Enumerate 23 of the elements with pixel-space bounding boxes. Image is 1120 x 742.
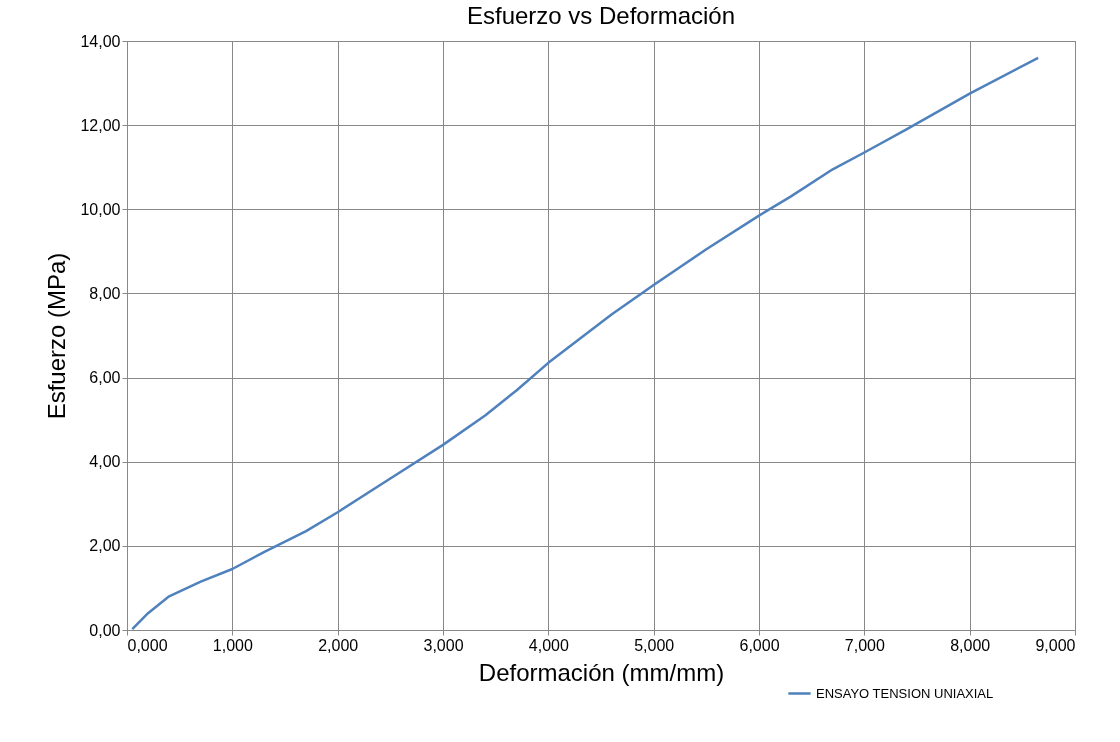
x-tick-label: 4,000 — [528, 636, 569, 654]
x-tick-label: 8,000 — [950, 636, 991, 654]
y-tick-label: 4,00 — [89, 453, 121, 471]
line-series — [131, 56, 1040, 631]
y-tick-label: 2,00 — [89, 537, 121, 555]
x-tick-label: 3,000 — [423, 636, 464, 654]
x-tick-label: 7,000 — [844, 636, 885, 654]
legend-label: ENSAYO TENSION UNIAXIAL — [816, 685, 994, 701]
y-tick-label: 6,00 — [89, 369, 121, 387]
x-tick-label: 2,000 — [318, 636, 359, 654]
y-tick-label: 12,00 — [80, 116, 121, 134]
x-tick-label: 6,000 — [739, 636, 780, 654]
x-tick-label: 9,000 — [1035, 636, 1076, 654]
y-tick-label: 8,00 — [89, 284, 121, 302]
chart-title: Esfuerzo vs Deformación — [466, 2, 736, 29]
y-tick-label: 0,00 — [89, 621, 121, 639]
y-axis-title: Esfuerzo (MPa) — [43, 252, 71, 420]
x-axis-title: Deformación (mm/mm) — [478, 658, 725, 686]
y-tick-label: 10,00 — [80, 200, 121, 218]
x-tick-label: 1,000 — [212, 636, 253, 654]
x-tick-label: 0,000 — [127, 636, 168, 654]
y-tick-label: 14,00 — [80, 32, 121, 50]
x-tick-label: 5,000 — [634, 636, 675, 654]
